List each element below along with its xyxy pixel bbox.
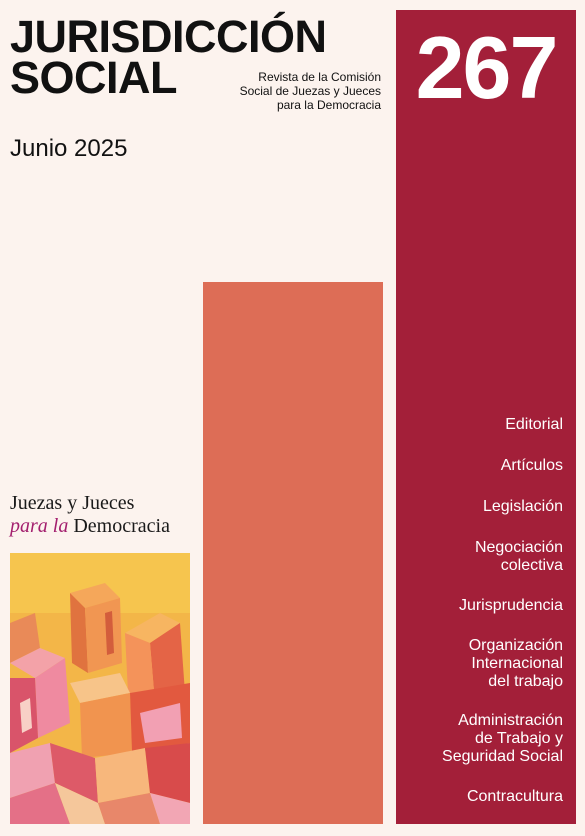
cover-painting bbox=[10, 553, 190, 824]
section-label: Administración bbox=[458, 712, 563, 729]
coral-column bbox=[203, 282, 383, 824]
association-italic: para la bbox=[10, 515, 69, 537]
section-label: Seguridad Social bbox=[442, 748, 563, 765]
section-label: Organización bbox=[468, 637, 563, 654]
section-label: Jurisprudencia bbox=[458, 597, 563, 614]
section-item[interactable]: Artículos bbox=[393, 457, 563, 475]
section-label: Internacional bbox=[471, 655, 563, 672]
section-label: Negociación bbox=[474, 539, 563, 556]
issue-number: 267 bbox=[415, 18, 559, 117]
section-label: Legislación bbox=[482, 498, 563, 515]
section-list: Editorial Artículos Legislación Negociac… bbox=[393, 416, 563, 806]
journal-title-line2: SOCIAL bbox=[10, 52, 178, 103]
issue-date: Junio 2025 bbox=[10, 135, 128, 162]
section-label: Editorial bbox=[505, 416, 563, 433]
subtitle-line3: para la Democracia bbox=[276, 98, 381, 112]
section-item[interactable]: Negociación colectiva bbox=[393, 539, 563, 575]
association-logo: Juezas y Jueces para la Democracia bbox=[10, 492, 170, 538]
journal-subtitle: Revista de la Comisión Social de Juezas … bbox=[221, 70, 381, 112]
section-item[interactable]: Administración de Trabajo y Seguridad So… bbox=[393, 712, 563, 766]
journal-title: JURISDICCIÓN SOCIAL bbox=[10, 11, 327, 103]
association-democracia: Democracia bbox=[73, 515, 170, 537]
journal-title-line1: JURISDICCIÓN bbox=[10, 11, 327, 62]
section-label: de Trabajo y bbox=[474, 730, 563, 747]
subtitle-line1: Revista de la Comisión bbox=[258, 70, 381, 84]
association-line1: Juezas y Jueces bbox=[10, 492, 135, 514]
section-label: colectiva bbox=[500, 557, 563, 574]
section-item[interactable]: Editorial bbox=[393, 416, 563, 434]
section-label: Artículos bbox=[500, 457, 563, 474]
subtitle-line2: Social de Juezas y Jueces bbox=[239, 84, 381, 98]
section-item[interactable]: Contracultura bbox=[393, 788, 563, 806]
section-item[interactable]: Legislación bbox=[393, 498, 563, 516]
crimson-column: 267 Editorial Artículos Legislación Nego… bbox=[396, 10, 576, 824]
section-label: Contracultura bbox=[466, 788, 563, 805]
section-item[interactable]: Jurisprudencia bbox=[393, 597, 563, 615]
section-item[interactable]: Organización Internacional del trabajo bbox=[393, 637, 563, 691]
section-label: del trabajo bbox=[488, 673, 563, 690]
